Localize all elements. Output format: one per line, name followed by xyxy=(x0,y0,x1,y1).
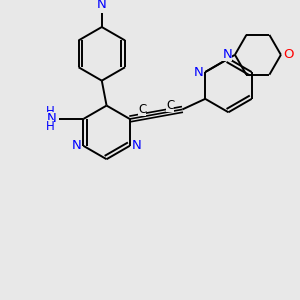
Text: N: N xyxy=(47,112,57,125)
Text: H: H xyxy=(46,120,54,133)
Text: N: N xyxy=(194,65,203,79)
Text: C: C xyxy=(166,99,174,112)
Text: N: N xyxy=(97,0,107,11)
Text: N: N xyxy=(132,139,141,152)
Text: C: C xyxy=(138,103,146,116)
Text: N: N xyxy=(222,48,232,61)
Text: H: H xyxy=(46,105,54,118)
Text: N: N xyxy=(72,139,82,152)
Text: O: O xyxy=(283,48,294,61)
